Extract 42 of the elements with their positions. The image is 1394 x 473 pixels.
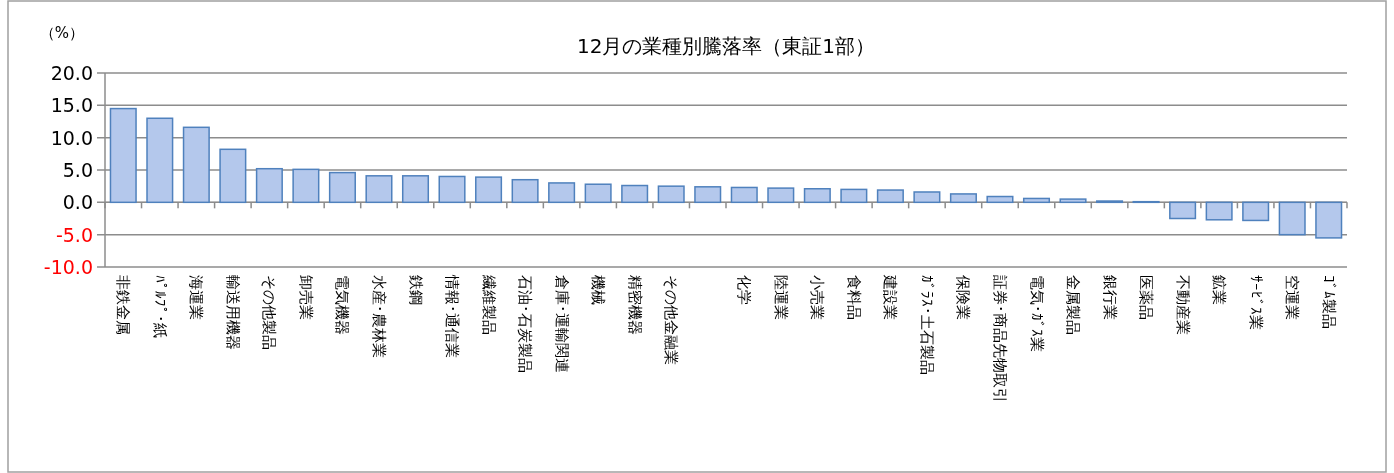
y-tick-label: -10.0 xyxy=(43,256,93,278)
x-tick-label: ｺﾞﾑ製品 xyxy=(1319,275,1338,329)
x-tick-label: 空運業 xyxy=(1283,275,1302,320)
x-tick-label: 保険業 xyxy=(954,275,973,320)
y-tick-label: 0.0 xyxy=(62,191,93,214)
y-axis-title: （%） xyxy=(39,24,85,42)
x-tick-label: 情報･通信業 xyxy=(443,274,462,358)
x-tick-label: 建設業 xyxy=(881,274,900,320)
x-tick-label: 不動産業 xyxy=(1173,275,1192,335)
x-tick-label: 機械 xyxy=(589,275,608,305)
x-tick-label: 食料品 xyxy=(844,275,863,320)
x-tick-label: 銀行業 xyxy=(1100,275,1119,320)
x-tick-label: 精密機器 xyxy=(625,275,644,335)
x-tick-label: 石油･石炭製品 xyxy=(516,275,535,373)
x-tick-label: 医薬品 xyxy=(1137,275,1156,320)
y-tick-label: 15.0 xyxy=(50,94,93,117)
x-tick-label: 海運業 xyxy=(187,275,206,320)
x-tick-label: ﾊﾟﾙﾌﾟ･紙 xyxy=(150,275,169,338)
x-tick-label: ｻｰﾋﾞｽ業 xyxy=(1246,275,1265,330)
x-tick-label: 電気･ｶﾞｽ業 xyxy=(1027,275,1046,352)
x-tick-label: 電気機器 xyxy=(333,275,352,335)
x-tick-label: 鉱業 xyxy=(1210,275,1229,305)
x-tick-label: その他金融業 xyxy=(662,275,681,365)
y-tick-label: 5.0 xyxy=(62,159,93,181)
x-tick-label: 小売業 xyxy=(808,275,827,320)
x-tick-label: 非鉄金属 xyxy=(114,275,133,335)
x-tick-label: 卸売業 xyxy=(296,275,315,320)
x-tick-label: 倉庫･運輸関連 xyxy=(552,275,571,373)
x-tick-label: 鉄鋼 xyxy=(406,275,425,305)
x-tick-label: 証券･商品先物取引 xyxy=(990,275,1009,403)
y-tick-label: 20.0 xyxy=(50,62,93,84)
x-tick-label: 陸運業 xyxy=(771,275,790,320)
x-tick-label: その他製品 xyxy=(260,275,279,350)
x-tick-label: 水産･農林業 xyxy=(369,275,388,358)
chart-title: 12月の業種別騰落率（東証1部） xyxy=(576,34,876,58)
y-tick-label: 10.0 xyxy=(50,126,93,149)
x-tick-label: 化学 xyxy=(735,275,754,305)
y-tick-label: -5.0 xyxy=(55,223,93,246)
x-tick-label: ｶﾞﾗｽ･土石製品 xyxy=(917,275,936,375)
x-tick-label: 輸送用機器 xyxy=(223,275,242,350)
x-tick-label: 金属製品 xyxy=(1064,275,1083,335)
x-tick-label: 繊維製品 xyxy=(479,274,498,335)
